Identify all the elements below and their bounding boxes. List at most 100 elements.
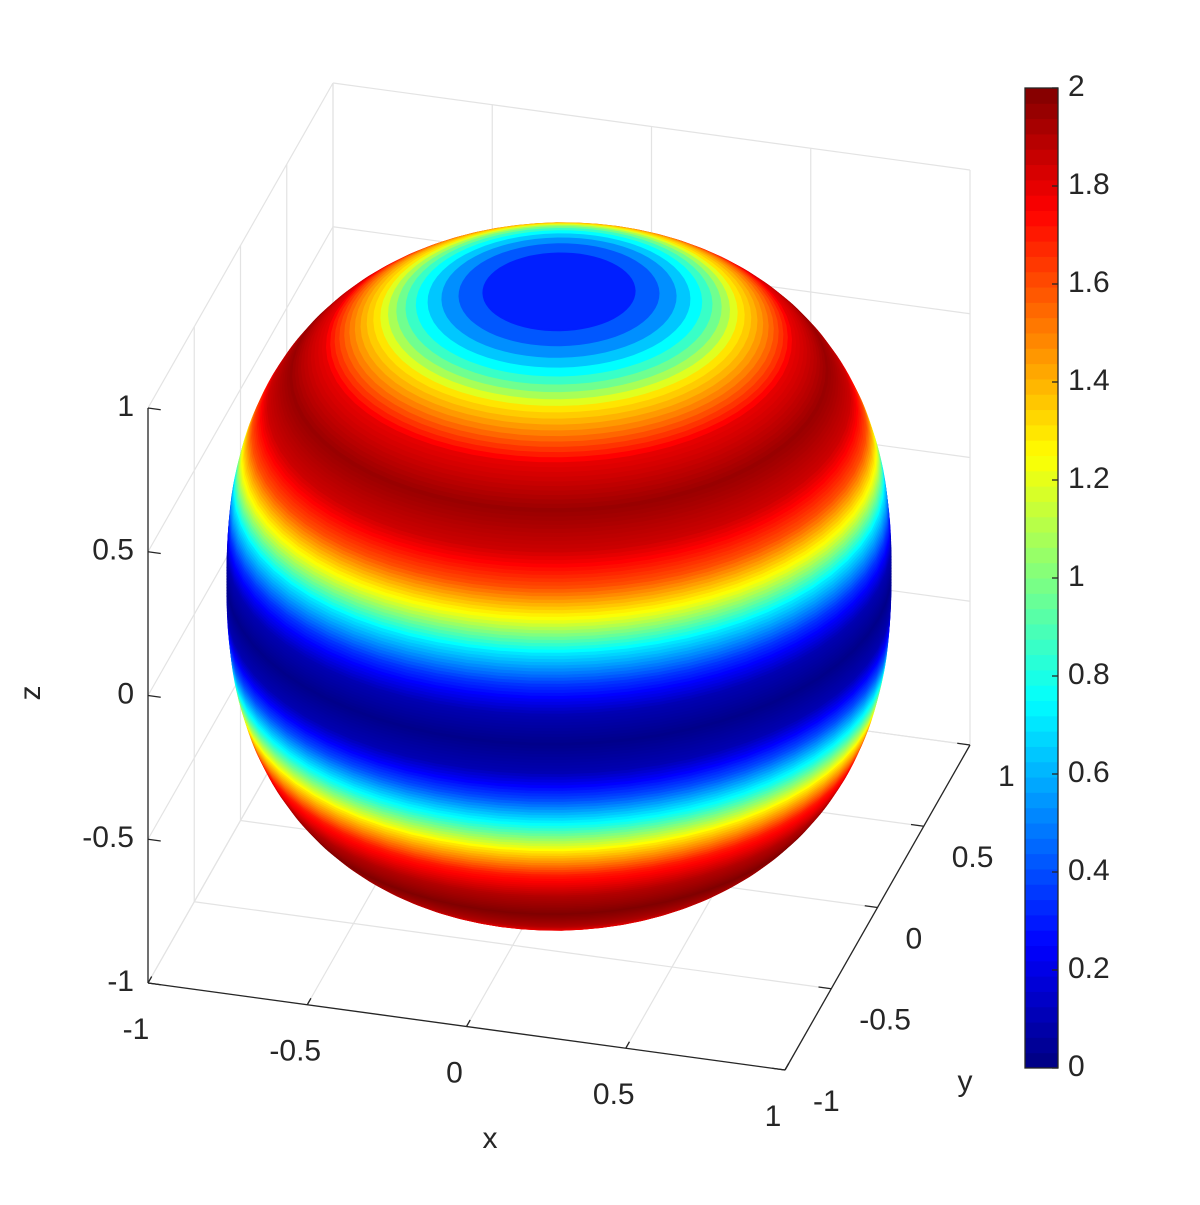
colorbar-swatch <box>1025 164 1058 181</box>
colorbar-swatch <box>1025 761 1058 778</box>
colorbar-tick-label: 1.2 <box>1068 462 1110 495</box>
colorbar-swatch <box>1025 593 1058 610</box>
z-tick <box>147 407 161 411</box>
y-tick <box>772 1067 786 1071</box>
x-tick-label: 1 <box>765 1100 782 1133</box>
colorbar-swatch <box>1025 409 1058 426</box>
x-tick <box>625 1041 631 1049</box>
colorbar-swatch <box>1025 501 1058 518</box>
colorbar-swatch <box>1025 195 1058 211</box>
colorbar-swatch <box>1025 914 1058 931</box>
colorbar-swatch <box>1025 225 1058 242</box>
colorbar-tick-label: 1.6 <box>1068 266 1110 299</box>
x-tick-label: -1 <box>123 1013 150 1046</box>
colorbar-swatch <box>1025 976 1058 992</box>
x-tick-label: 0 <box>446 1056 463 1089</box>
colorbar-swatch <box>1025 241 1058 257</box>
z-tick-label: 0.5 <box>92 534 134 567</box>
colorbar-swatch <box>1025 991 1058 1008</box>
x-tick <box>465 1019 471 1027</box>
colorbar-swatch <box>1025 639 1058 656</box>
z-tick-label: 1 <box>117 390 134 423</box>
colorbar-tick-label: 1.8 <box>1068 168 1110 201</box>
x-tick-label: 0.5 <box>593 1078 635 1111</box>
colorbar-swatch <box>1025 823 1058 839</box>
colorbar-swatch <box>1025 88 1058 104</box>
y-tick-label: 0 <box>906 922 923 955</box>
y-axis-label: y <box>958 1065 973 1098</box>
colorbar-swatch <box>1025 271 1058 288</box>
colorbar-swatch <box>1025 1006 1058 1023</box>
colorbar-swatch <box>1025 179 1058 196</box>
y-tick <box>957 742 971 746</box>
colorbar-swatch <box>1025 133 1058 150</box>
x-tick-label: -0.5 <box>269 1035 321 1068</box>
colorbar-swatch <box>1025 455 1058 472</box>
surface <box>226 222 892 931</box>
colorbar-swatch <box>1025 578 1058 594</box>
colorbar-tick-label: 1.4 <box>1068 364 1110 397</box>
colorbar-swatch <box>1025 731 1058 747</box>
colorbar: 0 0.2 0.4 0.6 0.8 1 1.2 1.4 1.6 1.8 2 <box>1024 70 1110 1083</box>
colorbar-swatch <box>1025 1052 1058 1069</box>
colorbar-swatch <box>1025 685 1058 701</box>
colorbar-swatch <box>1025 669 1058 686</box>
colorbar-swatch <box>1025 210 1058 227</box>
colorbar-swatch <box>1025 256 1058 273</box>
colorbar-swatch <box>1025 118 1058 135</box>
colorbar-swatch <box>1025 532 1058 548</box>
colorbar-swatch <box>1025 777 1058 793</box>
colorbar-swatch <box>1025 363 1058 380</box>
colorbar-swatch <box>1025 378 1058 395</box>
y-tick <box>818 986 832 990</box>
z-tick-label: -0.5 <box>82 821 134 854</box>
colorbar-swatch <box>1025 700 1058 717</box>
x-axis-label: x <box>483 1122 498 1155</box>
colorbar-swatch <box>1025 149 1058 166</box>
colorbar-swatch <box>1025 899 1058 916</box>
surface-slice <box>482 252 636 332</box>
colorbar-tick-label: 0.4 <box>1068 854 1110 887</box>
x-tick <box>147 976 153 984</box>
colorbar-swatch <box>1025 348 1058 365</box>
colorbar-swatch <box>1025 103 1058 120</box>
colorbar-tick-label: 0.6 <box>1068 756 1110 789</box>
colorbar-swatch <box>1025 333 1058 349</box>
z-tick-label: 0 <box>117 677 134 710</box>
colorbar-tick-label: 1 <box>1068 560 1085 593</box>
colorbar-swatch <box>1025 623 1058 640</box>
colorbar-swatch <box>1025 807 1058 824</box>
colorbar-swatch <box>1025 287 1058 303</box>
colorbar-swatch <box>1025 930 1058 946</box>
y-tick <box>910 823 924 827</box>
y-tick <box>864 905 878 909</box>
grid-line <box>147 82 334 409</box>
z-tick <box>147 694 161 698</box>
colorbar-swatch <box>1025 547 1058 564</box>
colorbar-tick-label: 0.8 <box>1068 658 1110 691</box>
y-tick-label: 1 <box>998 760 1015 793</box>
z-axis-label: z <box>14 686 47 701</box>
colorbar-swatch <box>1025 608 1058 625</box>
axes: -1 -0.5 0 0.5 1 -1 -0.5 0 0.5 1 -1 -0.5 0 0.5 1 <box>82 390 1014 1133</box>
colorbar-swatch <box>1025 486 1058 502</box>
colorbar-tick-label: 2 <box>1068 70 1085 103</box>
grid-line <box>194 901 832 990</box>
colorbar-swatch <box>1025 746 1058 763</box>
colorbar-swatch <box>1025 1022 1058 1038</box>
colorbar-swatch <box>1025 884 1058 901</box>
y-tick-label: -0.5 <box>859 1004 911 1037</box>
x-tick <box>306 997 312 1006</box>
colorbar-swatch <box>1025 853 1058 870</box>
colorbar-swatch <box>1025 470 1058 487</box>
colorbar-swatch <box>1025 1037 1058 1054</box>
z-tick <box>147 982 161 986</box>
colorbar-swatch <box>1025 394 1058 411</box>
colorbar-swatch <box>1025 654 1058 671</box>
colorbar-swatch <box>1025 945 1058 962</box>
colorbar-swatch <box>1025 317 1058 334</box>
colorbar-tick-label: 0 <box>1068 1050 1085 1083</box>
z-tick <box>147 551 161 555</box>
colorbar-swatch <box>1025 516 1058 533</box>
